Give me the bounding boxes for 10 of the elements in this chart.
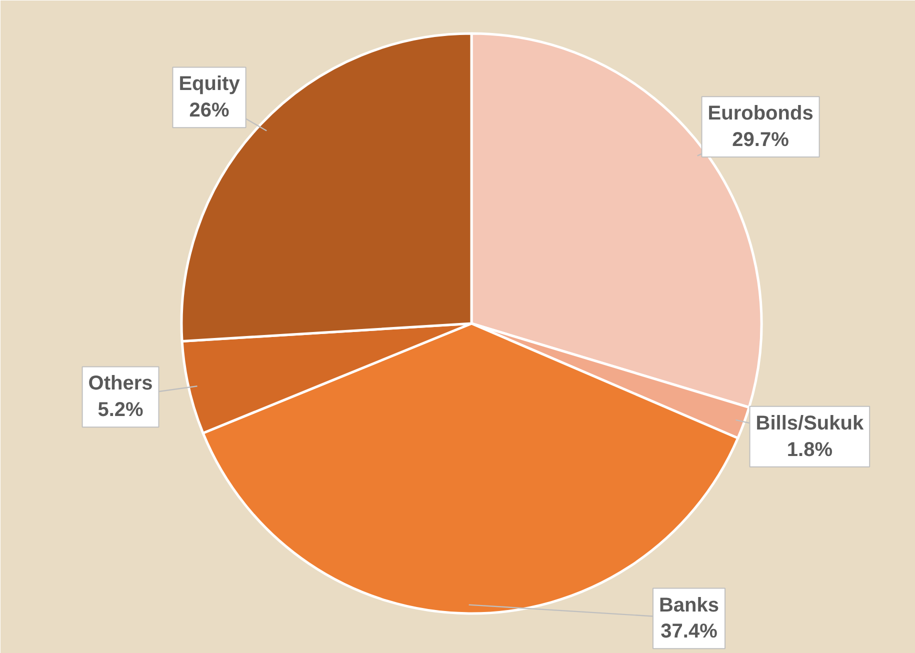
slice-label: Banks [658, 594, 720, 616]
slice-label: Eurobonds [708, 102, 814, 125]
data-label: 1.8% [786, 438, 833, 461]
data-label: 26% [189, 100, 230, 122]
slice-label: Others [88, 372, 153, 395]
slice-label: Equity [178, 73, 241, 96]
data-label: 29.7% [732, 128, 790, 151]
slice-label: Bills/Sukuk [756, 412, 864, 434]
data-label: 5.2% [98, 399, 144, 422]
data-label: 37.4% [660, 620, 718, 643]
